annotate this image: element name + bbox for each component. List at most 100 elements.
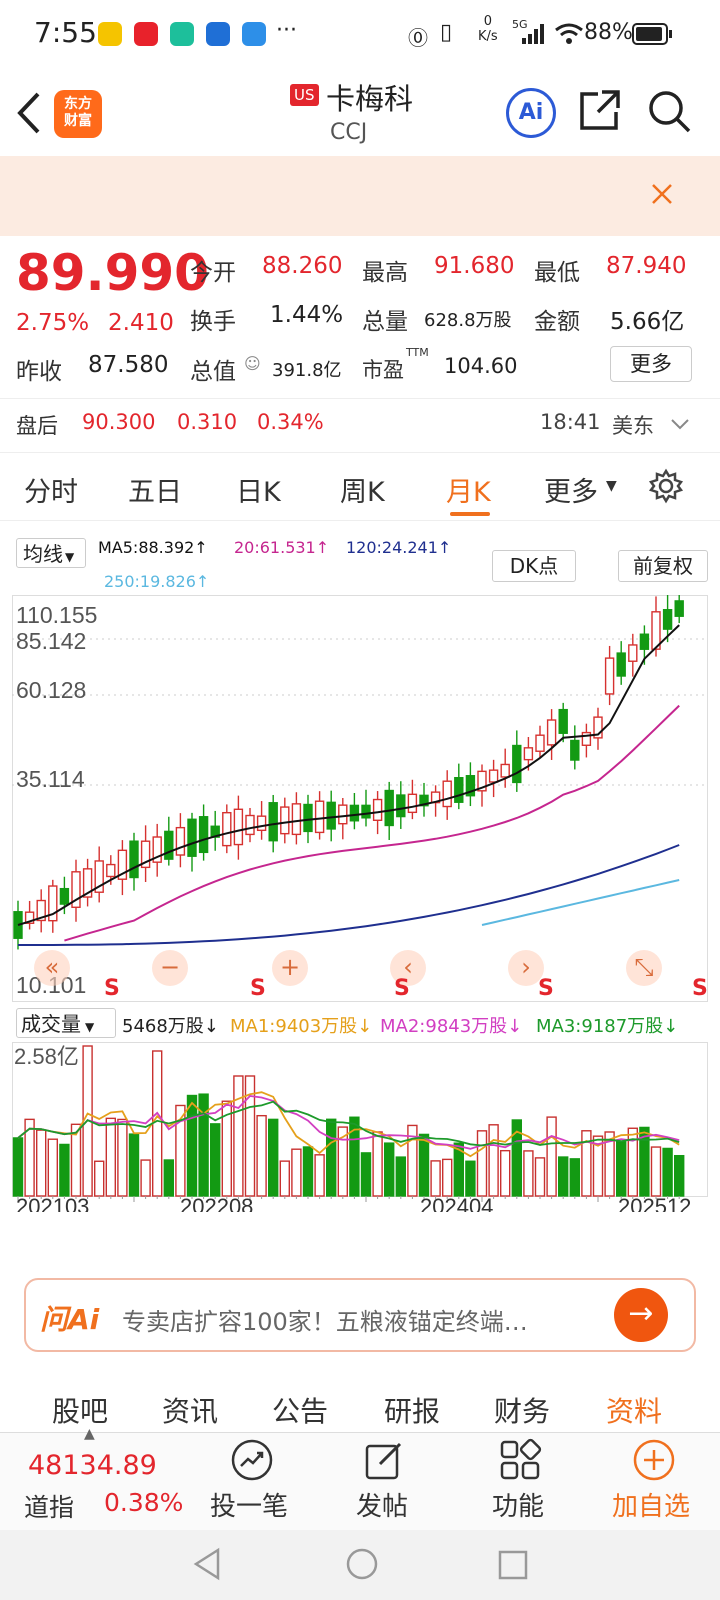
date-label: 202512 bbox=[618, 1194, 691, 1212]
back-icon[interactable] bbox=[14, 90, 44, 136]
candle-body bbox=[326, 801, 336, 830]
candle-body bbox=[535, 734, 545, 752]
volume-bar bbox=[59, 1143, 70, 1197]
post-button[interactable]: 发帖 bbox=[356, 1492, 409, 1522]
candle-body bbox=[570, 739, 580, 761]
volume-bar bbox=[534, 1157, 546, 1197]
index-value[interactable]: 48134.89 bbox=[28, 1450, 157, 1481]
chevron-down-icon[interactable] bbox=[670, 418, 690, 430]
network-speed: 0 K/s bbox=[478, 14, 498, 44]
signal-marker: S bbox=[250, 976, 266, 1001]
current-price: 89.990 bbox=[16, 244, 209, 302]
adjust-button[interactable]: 前复权 bbox=[618, 550, 708, 582]
pe-ttm-label: TTM bbox=[406, 346, 429, 359]
tab-news[interactable]: 资讯 bbox=[162, 1395, 219, 1428]
app-notification-icon bbox=[134, 22, 158, 46]
tab-more[interactable]: 更多 bbox=[544, 477, 598, 508]
volume-bar bbox=[442, 1158, 453, 1197]
candle-body bbox=[419, 794, 429, 807]
signal-marker: S bbox=[104, 976, 120, 1001]
mktcap-label: 总值 bbox=[190, 359, 236, 385]
ma120-line bbox=[18, 844, 680, 946]
market-badge: US bbox=[290, 84, 319, 106]
close-icon[interactable] bbox=[650, 182, 674, 206]
invest-button[interactable]: 投一笔 bbox=[210, 1492, 289, 1522]
volume-bar bbox=[36, 1129, 47, 1197]
battery-icon bbox=[632, 23, 672, 45]
add-watchlist-button[interactable]: 加自选 bbox=[612, 1492, 691, 1522]
zoom-in-button[interactable]: + bbox=[272, 950, 308, 986]
candle-body bbox=[140, 840, 151, 869]
tab-weekly-k[interactable]: 周K bbox=[340, 477, 385, 508]
tab-announcements[interactable]: 公告 bbox=[272, 1395, 329, 1428]
volume-value: 628.8万股 bbox=[424, 310, 512, 331]
tab-five-day[interactable]: 五日 bbox=[128, 477, 182, 508]
system-nav-bar bbox=[0, 1530, 720, 1600]
collapse-icon[interactable]: ▲ bbox=[84, 1426, 95, 1442]
arrow-right-icon[interactable]: → bbox=[614, 1288, 668, 1342]
volume-indicator-selector[interactable]: 成交量 ▼ bbox=[16, 1008, 116, 1038]
volume-bar bbox=[117, 1118, 128, 1197]
ai-logo: 问Ai bbox=[40, 1303, 100, 1336]
price-label: 85.142 bbox=[16, 628, 86, 654]
volume-bar bbox=[418, 1133, 430, 1197]
candle-body bbox=[349, 804, 360, 822]
candle-body bbox=[396, 794, 406, 818]
signal-marker: S bbox=[394, 976, 410, 1001]
pe-label: 市盈 bbox=[362, 358, 404, 382]
date-label: 202103 bbox=[16, 1194, 89, 1212]
kline-chart[interactable]: 110.155 85.142 60.128 35.114 10.101 bbox=[12, 595, 708, 1002]
zoom-out-button[interactable]: − bbox=[152, 950, 188, 986]
nav-home-icon[interactable] bbox=[344, 1546, 380, 1582]
add-watchlist-icon[interactable] bbox=[632, 1438, 676, 1482]
volume-bar bbox=[105, 1117, 117, 1197]
nav-back-icon[interactable] bbox=[190, 1546, 224, 1582]
fullscreen-button[interactable]: ⤡ bbox=[626, 950, 662, 986]
tab-forum[interactable]: 股吧 bbox=[52, 1395, 109, 1428]
stock-ticker: CCJ bbox=[330, 120, 368, 145]
volume-bar bbox=[558, 1156, 569, 1197]
ai-headline: 专卖店扩容100家！五粮液锚定终端… bbox=[122, 1308, 528, 1336]
candles bbox=[13, 595, 684, 950]
high-label: 最高 bbox=[362, 260, 408, 286]
volume-label: 总量 bbox=[362, 309, 408, 335]
post-icon[interactable] bbox=[362, 1438, 406, 1482]
phone-notification-icon bbox=[170, 22, 194, 46]
volume-chart[interactable]: 2.58亿 202103 202208 202404 202512 bbox=[12, 1042, 708, 1212]
candle-body bbox=[639, 633, 650, 650]
info-icon[interactable]: ☺ bbox=[244, 354, 261, 373]
volume-bar bbox=[372, 1131, 383, 1197]
scroll-left-fast-button[interactable]: « bbox=[34, 950, 70, 986]
volume-bar bbox=[302, 1146, 314, 1197]
invest-icon[interactable] bbox=[230, 1438, 274, 1482]
tab-monthly-k[interactable]: 月K bbox=[446, 477, 491, 508]
ai-question-bar[interactable]: 问Ai 专卖店扩容100家！五粮液锚定终端… → bbox=[24, 1278, 696, 1352]
volume-bar bbox=[326, 1118, 337, 1197]
volume-bar bbox=[476, 1130, 488, 1197]
functions-button[interactable]: 功能 bbox=[492, 1492, 545, 1522]
app-notification-icon bbox=[98, 22, 122, 46]
volume-bar bbox=[186, 1094, 198, 1197]
ai-assistant-button[interactable]: Ai bbox=[506, 88, 556, 138]
scroll-left-button[interactable]: ‹ bbox=[390, 950, 426, 986]
tab-daily-k[interactable]: 日K bbox=[236, 477, 281, 508]
tab-intraday[interactable]: 分时 bbox=[24, 477, 78, 508]
tab-financials[interactable]: 财务 bbox=[494, 1395, 551, 1428]
more-quote-button[interactable]: 更多 bbox=[610, 346, 692, 382]
signal-marker: S bbox=[538, 976, 554, 1001]
search-icon[interactable] bbox=[646, 88, 692, 134]
share-icon[interactable] bbox=[578, 88, 622, 132]
scroll-right-button[interactable]: › bbox=[508, 950, 544, 986]
functions-icon[interactable] bbox=[498, 1438, 542, 1482]
tab-research[interactable]: 研报 bbox=[384, 1395, 441, 1428]
wifi-icon bbox=[555, 23, 583, 44]
weather-notification-icon bbox=[242, 22, 266, 46]
after-hours-price: 90.300 bbox=[82, 410, 156, 434]
candle-body bbox=[152, 836, 162, 863]
gear-icon[interactable] bbox=[648, 468, 684, 504]
ma-selector[interactable]: 均线 ▼ bbox=[16, 538, 86, 568]
nav-recents-icon[interactable] bbox=[496, 1548, 530, 1582]
dk-point-button[interactable]: DK点 bbox=[492, 550, 576, 582]
tab-profile[interactable]: 资料 bbox=[606, 1395, 663, 1428]
ai-icon: Ai bbox=[518, 100, 544, 125]
